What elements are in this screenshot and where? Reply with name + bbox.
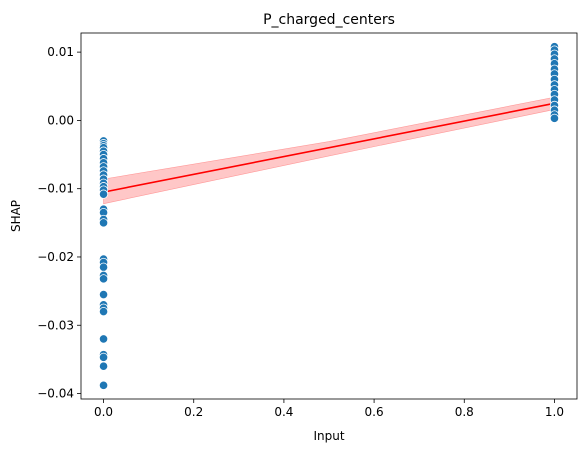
scatter-point [98, 218, 109, 228]
y-axis-label: SHAP [9, 200, 23, 232]
x-tick-label: 0.8 [455, 405, 474, 419]
x-axis-label: Input [313, 429, 344, 443]
y-tick-label: −0.01 [37, 182, 74, 196]
scatter-points-layer [98, 42, 560, 390]
plot-frame [80, 32, 578, 400]
scatter-point [549, 113, 560, 123]
y-axis: 0.01 0.00 −0.01 −0.02 −0.03 −0.04 [37, 45, 81, 401]
scatter-point [98, 306, 109, 317]
regression-line [103, 102, 555, 193]
scatter-point [98, 262, 109, 272]
scatter-point [98, 189, 109, 199]
x-tick-label: 0.6 [365, 405, 384, 419]
x-tick-label: 0.2 [184, 405, 203, 419]
x-tick-label: 1.0 [545, 405, 564, 419]
chart-title: P_charged_centers [263, 12, 395, 28]
y-tick-label: −0.02 [37, 250, 74, 264]
scatter-point [98, 289, 109, 300]
scatter-point [98, 274, 109, 284]
x-tick-label: 0.4 [274, 405, 293, 419]
scatter-point [98, 334, 109, 344]
y-tick-label: 0.01 [47, 45, 74, 59]
y-tick-label: −0.04 [37, 387, 74, 401]
scatter-point [98, 361, 109, 371]
y-tick-label: 0.00 [47, 113, 74, 127]
x-tick-label: 0.0 [94, 405, 113, 419]
scatter-point [98, 352, 109, 362]
regression-line-layer [103, 102, 555, 193]
x-axis: 0.0 0.2 0.4 0.6 0.8 1.0 [94, 399, 564, 419]
y-tick-label: −0.03 [37, 318, 74, 332]
scatter-point [98, 380, 109, 390]
